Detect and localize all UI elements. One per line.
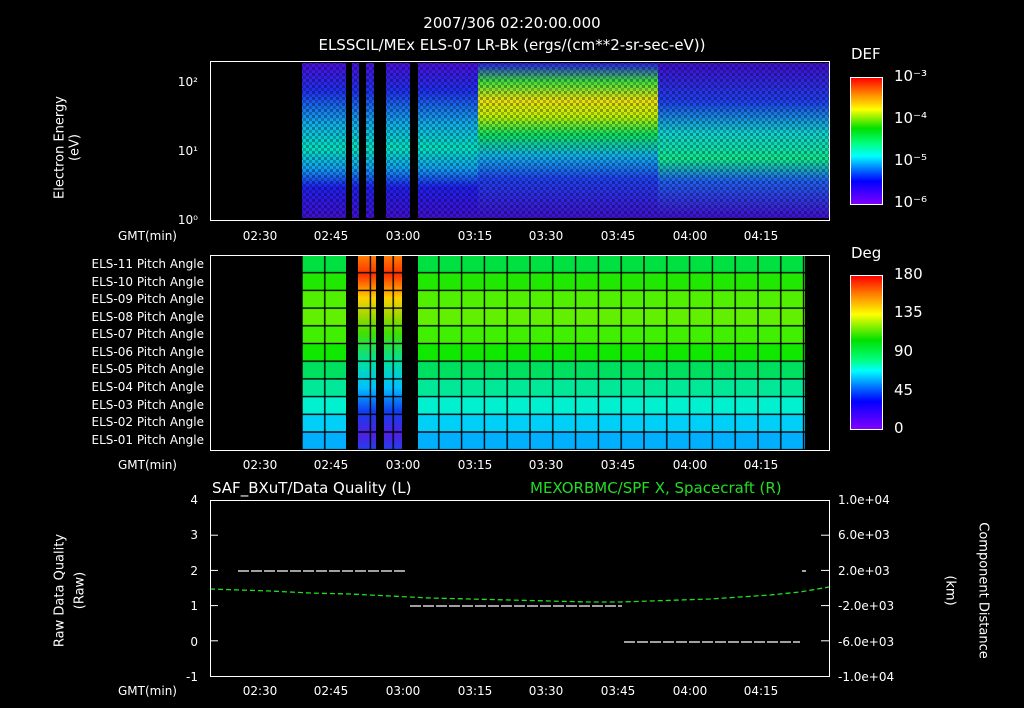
ytick-right-6e3: 6.0e+03 (838, 528, 890, 542)
colorbar1-tick-1e-4: 10⁻⁴ (894, 109, 928, 127)
spacecraft-x-series (210, 586, 829, 603)
ytick-left-1: 1 (190, 599, 198, 613)
panel1-xlabel: GMT(min) (118, 229, 177, 243)
xtick-0400: 04:00 (672, 229, 708, 243)
ytick-right-2e3: 2.0e+03 (838, 564, 890, 578)
panel3-right-title: MEXORBMC/SPF X, Spacecraft (R) (530, 479, 782, 497)
panel3-yunit-left: (Raw) (72, 571, 88, 610)
colorbar1-title: DEF (851, 45, 881, 63)
row-label-els04: ELS-04 Pitch Angle (91, 380, 204, 394)
degree-colorbar (850, 275, 883, 430)
xtick-0300: 03:00 (385, 229, 421, 243)
ytick-right-neg1e4: -1.0e+04 (838, 670, 895, 684)
panel2-xlabel: GMT(min) (118, 458, 177, 472)
xtick-0245: 02:45 (313, 229, 349, 243)
panel1-ytick-10: 10¹ (177, 144, 198, 158)
ytick-right-neg2e3: -2.0e+03 (838, 599, 895, 613)
row-label-els03: ELS-03 Pitch Angle (91, 398, 204, 412)
data-quality-series (238, 570, 806, 643)
xtick-0415: 04:15 (743, 684, 779, 698)
xtick-0415: 04:15 (743, 229, 779, 243)
xtick-0230: 02:30 (242, 229, 278, 243)
colorbar1-tick-1e-5: 10⁻⁵ (894, 151, 928, 169)
xtick-0345: 03:45 (600, 229, 636, 243)
xtick-0315: 03:15 (457, 684, 493, 698)
xtick-0330: 03:30 (528, 684, 564, 698)
colorbar1-tick-1e-3: 10⁻³ (894, 67, 928, 85)
xtick-0300: 03:00 (385, 458, 421, 472)
xtick-0415: 04:15 (743, 458, 779, 472)
row-label-els08: ELS-08 Pitch Angle (91, 310, 204, 324)
line-plot-image (210, 534, 829, 643)
ytick-left-4: 4 (190, 493, 198, 507)
row-label-els10: ELS-10 Pitch Angle (91, 275, 204, 289)
colorbar1-tick-1e-6: 10⁻⁶ (894, 193, 928, 211)
colorbar2-tick-0: 0 (894, 419, 904, 437)
colorbar2-tick-180: 180 (894, 265, 923, 283)
ytick-left-neg1: -1 (186, 670, 198, 684)
panel3-xlabel: GMT(min) (118, 684, 177, 698)
panel1-ytick-1: 10⁰ (177, 213, 198, 227)
energy-spectrogram (210, 61, 829, 220)
panel1-ylabel: Electron Energy (52, 96, 68, 199)
panel3-ylabel-right: Component Distance (975, 522, 991, 659)
panel1-yunit: (eV) (67, 133, 83, 162)
xtick-0345: 03:45 (600, 458, 636, 472)
row-label-els01: ELS-01 Pitch Angle (91, 433, 204, 447)
xtick-0400: 04:00 (672, 458, 708, 472)
ytick-left-0: 0 (190, 635, 198, 649)
xtick-0300: 03:00 (385, 684, 421, 698)
colorbar2-title: Deg (851, 244, 882, 262)
panel3-frame (210, 500, 830, 677)
row-label-els11: ELS-11 Pitch Angle (91, 257, 204, 271)
plot-subtitle: ELSSCIL/MEx ELS-07 LR-Bk (ergs/(cm**2-sr… (318, 36, 706, 54)
xtick-0315: 03:15 (457, 229, 493, 243)
xtick-0330: 03:30 (528, 458, 564, 472)
xtick-0400: 04:00 (672, 684, 708, 698)
spectrogram-image (210, 61, 829, 220)
xtick-0230: 02:30 (242, 684, 278, 698)
row-label-els06: ELS-06 Pitch Angle (91, 345, 204, 359)
pitch-angle-heatmap (210, 255, 829, 450)
row-label-els02: ELS-02 Pitch Angle (91, 415, 204, 429)
colorbar2-tick-45: 45 (894, 381, 914, 399)
colorbar2-tick-90: 90 (894, 342, 914, 360)
panel1-frame (210, 61, 830, 221)
panel3-yunit-right: (km) (942, 575, 958, 606)
row-label-els05: ELS-05 Pitch Angle (91, 362, 204, 376)
xtick-0315: 03:15 (457, 458, 493, 472)
xtick-0345: 03:45 (600, 684, 636, 698)
panel3-ylabel-left: Raw Data Quality (52, 533, 68, 648)
ytick-left-2: 2 (190, 564, 198, 578)
def-colorbar (850, 77, 883, 205)
xtick-0330: 03:30 (528, 229, 564, 243)
ytick-right-neg6e3: -6.0e+03 (838, 635, 895, 649)
xtick-0245: 02:45 (313, 458, 349, 472)
plot-timestamp: 2007/306 02:20:00.000 (423, 14, 601, 32)
xtick-0245: 02:45 (313, 684, 349, 698)
ytick-left-3: 3 (190, 528, 198, 542)
row-label-els07: ELS-07 Pitch Angle (91, 327, 204, 341)
colorbar2-tick-135: 135 (894, 303, 923, 321)
ytick-right-1e4: 1.0e+04 (838, 493, 890, 507)
panel1-ytick-100: 10² (177, 75, 198, 89)
pitch-angle-image (210, 255, 829, 450)
panel2-frame (210, 255, 830, 451)
panel3-left-title: SAF_BXuT/Data Quality (L) (212, 479, 412, 497)
row-label-els09: ELS-09 Pitch Angle (91, 292, 204, 306)
line-plot (210, 500, 829, 676)
xtick-0230: 02:30 (242, 458, 278, 472)
